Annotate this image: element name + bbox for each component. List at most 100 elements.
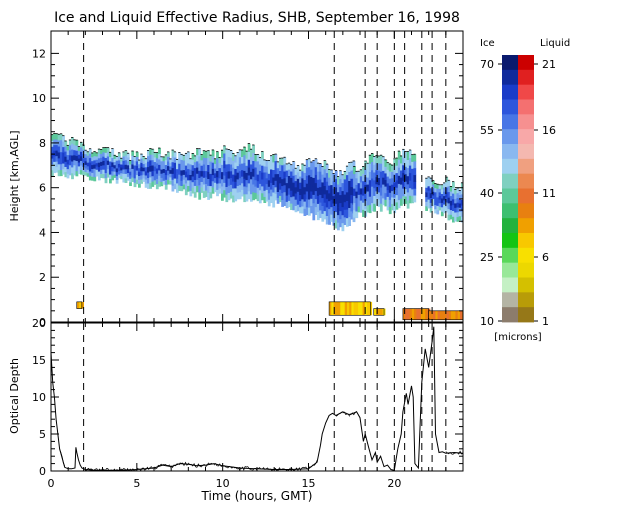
- ice-cloud-cell: [371, 161, 374, 171]
- ice-cloud-cell: [406, 175, 410, 185]
- ice-cloud-cell: [153, 175, 157, 181]
- ice-cloud-cell: [397, 167, 401, 176]
- ice-cloud-cell: [77, 158, 81, 163]
- ice-cloud-cell: [102, 147, 106, 153]
- ice-cloud-cell: [357, 171, 361, 178]
- ice-cloud-cell: [371, 194, 374, 204]
- ice-cloud-cell: [91, 152, 94, 158]
- ice-cloud-cell: [316, 179, 320, 188]
- ice-cloud-cell: [321, 174, 325, 183]
- ice-cloud-cell: [196, 185, 199, 193]
- ice-cloud-cell: [366, 191, 370, 199]
- ice-cloud-cell: [117, 156, 121, 161]
- ice-cloud-cell: [296, 197, 300, 205]
- ice-cloud-cell: [316, 211, 320, 221]
- ice-cloud-cell: [406, 159, 410, 169]
- ice-cloud-cell: [232, 160, 235, 168]
- ice-cloud-cell: [155, 178, 159, 184]
- ice-cloud-cell: [62, 168, 65, 175]
- ice-cloud-cell: [173, 183, 177, 190]
- ice-cloud-cell: [440, 202, 444, 208]
- ice-cloud-cell: [357, 188, 361, 195]
- ice-cloud-cell: [256, 161, 260, 168]
- effective-radius-axes: 0 2 4 6 8 10 12: [32, 30, 464, 329]
- ice-cloud-cell: [371, 202, 374, 212]
- ice-cloud-cell: [138, 160, 141, 165]
- ice-cloud-cell: [270, 155, 273, 163]
- ice-cloud-cell: [106, 147, 110, 153]
- ice-cloud-cell: [359, 181, 363, 189]
- ice-cloud-cell: [64, 171, 68, 178]
- ice-cloud-cell: [109, 165, 112, 171]
- ice-cloud-cell: [267, 166, 271, 174]
- ice-cloud-cell: [51, 140, 54, 147]
- ice-cloud-cell: [138, 163, 141, 169]
- ice-cloud-cell: [149, 148, 152, 155]
- ice-cloud-cell: [321, 197, 325, 206]
- ice-cloud-cell: [359, 200, 363, 207]
- ice-cloud-cell: [232, 174, 235, 182]
- ice-cloud-cell: [377, 192, 381, 200]
- ice-cloud-cell: [169, 173, 173, 178]
- ice-cloud-cell: [438, 199, 442, 204]
- ice-cloud-cell: [171, 179, 175, 186]
- ice-cloud-cell: [213, 163, 217, 169]
- ice-cloud-cell: [162, 164, 166, 169]
- ice-cloud-cell: [234, 155, 238, 163]
- ice-cloud-cell: [382, 191, 385, 199]
- ice-cloud-cell: [133, 169, 137, 175]
- ice-cloud-cell: [343, 171, 347, 180]
- ice-cloud-cell: [312, 169, 316, 178]
- ice-cloud-cell: [312, 160, 316, 170]
- ice-cloud-cell: [285, 195, 289, 202]
- ice-cloud-cell: [193, 155, 197, 163]
- optical-depth-trace-detail: [162, 463, 172, 469]
- ice-cloud-cell: [355, 184, 359, 192]
- colorbar-ice-tick-label: 25: [480, 251, 494, 264]
- ice-cloud-cell: [120, 158, 123, 162]
- y-tick-label: 4: [39, 226, 46, 239]
- ice-cloud-cell: [456, 192, 460, 198]
- liquid-cloud-cell: [409, 308, 413, 320]
- ice-cloud-cell: [325, 215, 329, 225]
- x-tick-label: 15: [302, 477, 316, 490]
- ice-cloud-cell: [345, 217, 349, 227]
- ice-cloud-cell: [267, 179, 271, 187]
- ice-cloud-cell: [362, 209, 365, 217]
- ice-cloud-cell: [355, 197, 359, 205]
- ice-cloud-cell: [299, 170, 302, 177]
- ice-cloud-cell: [167, 174, 170, 180]
- ice-cloud-cell: [357, 200, 361, 207]
- colorbar-ice-swatch: [502, 188, 518, 204]
- ice-cloud-cell: [216, 158, 219, 165]
- ice-cloud-cell: [395, 187, 399, 196]
- liquid-cloud-cell: [439, 310, 443, 320]
- ice-cloud-cell: [207, 171, 210, 179]
- ice-cloud-cell: [330, 214, 334, 222]
- ice-cloud-cell: [247, 143, 251, 152]
- ice-cloud-cell: [366, 198, 370, 206]
- ice-cloud-cell: [221, 178, 224, 187]
- ice-cloud-cell: [196, 154, 199, 162]
- ice-cloud-cell: [53, 167, 56, 174]
- ice-cloud-cell: [164, 169, 168, 175]
- ice-cloud-cell: [221, 186, 224, 194]
- ice-cloud-cell: [328, 208, 331, 217]
- ice-cloud-cell: [86, 169, 90, 174]
- ice-cloud-cell: [111, 175, 115, 181]
- ice-cloud-cell: [319, 194, 322, 203]
- ice-cloud-cell: [64, 151, 68, 157]
- ice-cloud-cell: [305, 191, 309, 200]
- ice-cloud-cell: [371, 186, 374, 195]
- ice-cloud-cell: [373, 172, 376, 181]
- liquid-cloud-cell: [425, 308, 428, 320]
- ice-cloud-cell: [337, 222, 340, 231]
- ice-cloud-cell: [377, 155, 381, 164]
- colorbar-liquid-swatch: [518, 262, 534, 278]
- liquid-cloud-segment: [76, 301, 84, 309]
- ice-cloud-cell: [400, 198, 403, 206]
- ice-cloud-cell: [155, 162, 159, 169]
- ice-cloud-cell: [151, 149, 155, 155]
- ice-cloud-cell: [388, 164, 392, 172]
- ice-cloud-cell: [276, 179, 280, 186]
